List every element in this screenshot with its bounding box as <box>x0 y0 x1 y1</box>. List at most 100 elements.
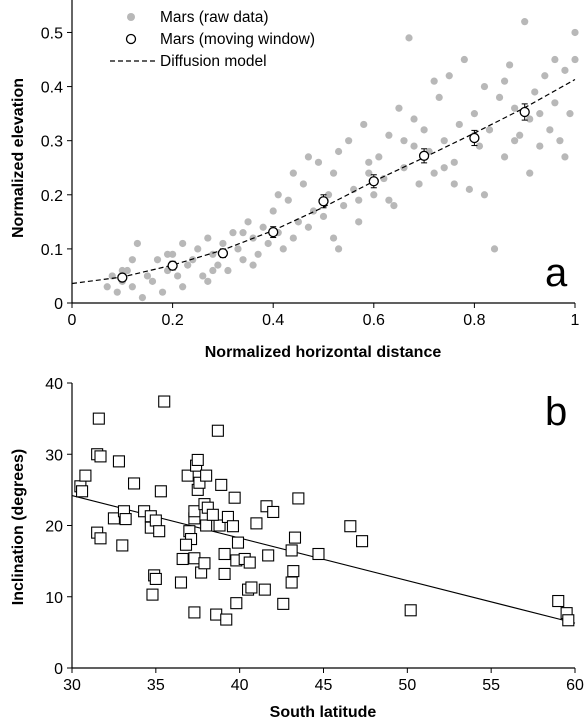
raw-data-point <box>400 137 408 145</box>
raw-data-point <box>340 202 348 210</box>
inclination-point <box>146 588 159 601</box>
raw-data-point <box>410 115 418 123</box>
raw-data-point <box>194 245 202 253</box>
y-tick-label-a: 0.3 <box>41 134 63 151</box>
inclination-point <box>356 535 369 548</box>
raw-data-point <box>571 55 579 64</box>
raw-data-point <box>249 261 257 269</box>
x-tick-label-b: 40 <box>231 677 249 694</box>
inclination-point <box>211 424 224 437</box>
raw-data-point <box>375 153 383 161</box>
inclination-point <box>231 536 245 549</box>
raw-data-point <box>133 239 141 248</box>
moving-window-point <box>469 132 480 144</box>
raw-data-point <box>179 283 187 291</box>
raw-data-point <box>390 202 398 210</box>
raw-data-point <box>214 261 222 269</box>
raw-data-point <box>163 250 172 258</box>
x-tick-label-b: 45 <box>315 677 333 694</box>
inclination-point <box>213 519 226 532</box>
raw-data-point <box>370 191 378 199</box>
raw-data-point <box>506 61 514 69</box>
raw-data-point <box>324 191 333 199</box>
inclination-point <box>191 453 204 467</box>
raw-data-point <box>179 239 187 248</box>
raw-data-point <box>566 110 574 118</box>
y-tick-label-b: 10 <box>45 590 63 607</box>
x-tick-label-b: 50 <box>398 677 416 694</box>
raw-data-point <box>334 245 343 253</box>
x-tick-label-b: 30 <box>63 677 81 694</box>
inclination-point <box>188 552 201 565</box>
x-tick-label-a: 0 <box>68 312 77 329</box>
raw-data-point <box>546 126 554 134</box>
raw-data-point <box>450 180 458 188</box>
raw-data-point <box>420 126 428 134</box>
raw-data-point <box>209 266 217 275</box>
raw-data-point <box>440 137 448 145</box>
raw-data-point <box>123 266 131 275</box>
inclination-point <box>210 608 223 621</box>
y-tick-label-b: 40 <box>45 376 63 393</box>
raw-data-point <box>264 239 272 248</box>
moving-window-point <box>318 196 329 207</box>
raw-data-point <box>319 212 328 221</box>
y-tick-label-a: 0.5 <box>41 25 63 42</box>
raw-data-point <box>304 153 313 161</box>
moving-window-point <box>217 248 229 259</box>
raw-data-point <box>189 256 197 264</box>
raw-data-point <box>334 147 343 156</box>
inclination-point <box>198 557 211 570</box>
inclination-point <box>181 469 194 482</box>
x-tick-label-b: 60 <box>566 677 584 694</box>
raw-data-point <box>269 207 277 215</box>
inclination-point <box>158 395 171 408</box>
raw-data-point <box>440 164 448 172</box>
panel-b-axes: 30 35 40 45 50 55 60 0 10 20 30 40 <box>45 376 584 694</box>
moving-window-point <box>368 176 379 187</box>
x-tick-label-a: 1 <box>571 312 580 329</box>
raw-data-point <box>103 283 111 291</box>
raw-data-point <box>536 110 544 118</box>
legend-raw-label: Mars (raw data) <box>160 9 269 26</box>
inclination-point <box>119 513 132 526</box>
inclination-point <box>154 485 167 498</box>
raw-data-point <box>355 196 363 204</box>
inclination-point <box>258 583 271 596</box>
raw-data-point <box>480 191 489 199</box>
raw-data-point <box>365 158 373 166</box>
inclination-point <box>220 613 233 626</box>
inclination-point <box>245 581 258 594</box>
raw-data-point <box>365 169 373 177</box>
raw-data-point <box>561 153 569 161</box>
moving-window-point <box>268 226 279 238</box>
raw-data-point <box>526 169 534 177</box>
raw-data-point <box>445 72 453 80</box>
raw-data-point <box>430 77 438 85</box>
raw-data-point <box>521 18 529 26</box>
y-tick-label-a: 0 <box>54 296 63 313</box>
raw-data-point <box>289 169 297 177</box>
x-tick-label-b: 55 <box>482 677 500 694</box>
moving-window-point <box>519 106 530 118</box>
panel-a-axes: 0 0.2 0.4 0.6 0.8 1 0 0.1 0.2 0.3 0.4 0.5 <box>41 0 580 329</box>
moving-window-point <box>117 272 128 283</box>
raw-data-point <box>415 180 423 188</box>
raw-data-point <box>551 55 559 64</box>
x-tick-label-a: 0.8 <box>463 312 485 329</box>
raw-data-point <box>199 272 207 280</box>
inclination-point <box>288 531 302 544</box>
inclination-point <box>116 539 129 552</box>
inclination-point <box>562 614 575 627</box>
inclination-point <box>174 576 188 589</box>
raw-data-point <box>204 277 212 285</box>
raw-data-point <box>460 55 468 64</box>
raw-data-point <box>128 283 136 291</box>
raw-data-point <box>184 261 192 269</box>
raw-data-point <box>254 250 262 258</box>
raw-data-point <box>244 218 252 226</box>
raw-data-point <box>516 131 524 139</box>
raw-data-point <box>204 234 212 242</box>
inclination-point <box>79 469 92 482</box>
